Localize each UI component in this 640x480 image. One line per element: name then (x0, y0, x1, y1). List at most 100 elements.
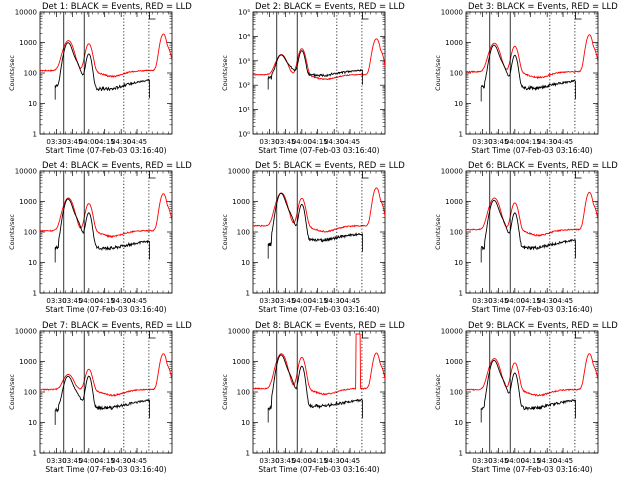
series-red-lld (40, 33, 172, 78)
y-tick-label: 100 (450, 389, 463, 397)
bracket-marker (149, 331, 156, 339)
y-tick-label: 10⁰ (238, 131, 250, 139)
chart-panel-2: Det 2: BLACK = Events, RED = LLD Counts/s… (221, 2, 405, 155)
y-tick-label: 100 (450, 229, 463, 237)
series-black-events (267, 354, 363, 412)
x-tick-label: 03:45 (488, 297, 508, 305)
series-red-lld (466, 191, 598, 237)
y-axis-label: Counts/sec (8, 55, 16, 91)
plot-frame (465, 11, 599, 135)
y-tick-label: 10 (241, 259, 250, 267)
x-tick-label: 03:30 (46, 457, 66, 465)
bracket-marker (575, 331, 582, 339)
chart-panel-7: Det 7: BLACK = Events, RED = LLD Counts/s… (8, 321, 192, 474)
chart-title: Det 7: BLACK = Events, RED = LLD (42, 321, 192, 331)
y-tick-label: 1000 (19, 358, 37, 366)
x-tick-label: 04:45 (340, 457, 360, 465)
y-axis-label: Counts/sec (434, 374, 442, 410)
y-tick-label: 1 (33, 450, 37, 458)
y-axis-label: Counts/sec (221, 55, 229, 91)
y-tick-label: 10 (454, 419, 463, 427)
y-tick-label: 1 (246, 450, 250, 458)
y-tick-label: 10000 (441, 168, 463, 176)
y-axis-label: Counts/sec (221, 374, 229, 410)
x-axis-label: Start Time (07-Feb-03 03:16:40) (471, 465, 592, 474)
y-tick-label: 100 (24, 70, 37, 78)
y-tick-label: 1 (33, 290, 37, 298)
x-tick-label: 04:00 (292, 297, 312, 305)
y-tick-label: 1000 (445, 198, 463, 206)
y-axis-label: Counts/sec (434, 55, 442, 91)
x-axis-label: Start Time (07-Feb-03 03:16:40) (258, 146, 379, 155)
y-tick-label: 100 (24, 389, 37, 397)
y-tick-label: 10000 (15, 9, 37, 17)
x-tick-label: 03:30 (259, 138, 279, 146)
x-tick-label: 04:00 (505, 457, 525, 465)
y-tick-label: 10² (238, 82, 250, 90)
y-tick-label: 100 (237, 389, 250, 397)
x-tick-label: 04:30 (537, 138, 557, 146)
y-tick-label: 1 (459, 290, 463, 298)
x-tick-label: 03:30 (46, 297, 66, 305)
plot-frame (39, 11, 173, 135)
y-tick-label: 100 (237, 229, 250, 237)
y-tick-label: 10000 (15, 168, 37, 176)
chart-title: Det 1: BLACK = Events, RED = LLD (42, 2, 192, 12)
y-tick-label: 10⁵ (238, 9, 250, 17)
x-tick-label: 04:00 (505, 297, 525, 305)
x-tick-label: 04:30 (111, 457, 131, 465)
x-tick-label: 04:30 (537, 457, 557, 465)
x-tick-label: 03:30 (259, 297, 279, 305)
x-tick-label: 04:30 (324, 138, 344, 146)
x-axis-label: Start Time (07-Feb-03 03:16:40) (45, 305, 166, 314)
series-black-events (267, 192, 363, 247)
x-tick-label: 04:00 (79, 138, 99, 146)
y-axis-label: Counts/sec (221, 214, 229, 250)
series-red-lld (253, 38, 385, 81)
y-tick-label: 10 (28, 100, 37, 108)
x-tick-label: 04:15 (521, 138, 541, 146)
series-black-events (267, 50, 363, 80)
y-tick-label: 10000 (15, 328, 37, 336)
x-tick-label: 04:15 (308, 457, 328, 465)
x-tick-label: 04:15 (95, 297, 115, 305)
x-tick-label: 04:45 (553, 457, 573, 465)
chart-title: Det 3: BLACK = Events, RED = LLD (468, 2, 618, 12)
y-tick-label: 10000 (228, 328, 250, 336)
series-black-events (54, 42, 150, 92)
x-tick-label: 04:45 (127, 297, 147, 305)
chart-panel-3: Det 3: BLACK = Events, RED = LLD Counts/s… (434, 2, 618, 155)
x-tick-label: 03:45 (488, 457, 508, 465)
x-tick-label: 04:30 (324, 297, 344, 305)
y-tick-label: 10¹ (238, 106, 250, 114)
x-tick-label: 04:15 (95, 138, 115, 146)
series-black-events (480, 44, 576, 92)
y-tick-label: 100 (450, 70, 463, 78)
x-tick-label: 03:45 (275, 297, 295, 305)
x-tick-label: 04:45 (340, 138, 360, 146)
x-tick-label: 04:45 (127, 457, 147, 465)
series-black-events (54, 375, 150, 413)
chart-title: Det 4: BLACK = Events, RED = LLD (42, 161, 192, 171)
bracket-marker (362, 331, 369, 339)
x-tick-label: 04:15 (521, 297, 541, 305)
y-axis-label: Counts/sec (434, 214, 442, 250)
y-tick-label: 1000 (19, 198, 37, 206)
x-axis-label: Start Time (07-Feb-03 03:16:40) (258, 305, 379, 314)
x-tick-label: 03:45 (62, 297, 82, 305)
chart-title: Det 6: BLACK = Events, RED = LLD (468, 161, 618, 171)
plot-frame (252, 11, 386, 135)
x-tick-label: 04:00 (505, 138, 525, 146)
x-tick-label: 04:45 (553, 138, 573, 146)
x-tick-label: 04:15 (95, 457, 115, 465)
x-axis-label: Start Time (07-Feb-03 03:16:40) (45, 146, 166, 155)
x-tick-label: 04:30 (324, 457, 344, 465)
x-tick-label: 04:00 (79, 457, 99, 465)
chart-title: Det 8: BLACK = Events, RED = LLD (255, 321, 405, 331)
chart-panel-9: Det 9: BLACK = Events, RED = LLD Counts/s… (434, 321, 618, 474)
x-tick-label: 03:30 (472, 138, 492, 146)
x-tick-label: 04:15 (308, 138, 328, 146)
chart-title: Det 9: BLACK = Events, RED = LLD (468, 321, 618, 331)
y-tick-label: 1000 (445, 358, 463, 366)
series-red-lld (466, 34, 598, 80)
